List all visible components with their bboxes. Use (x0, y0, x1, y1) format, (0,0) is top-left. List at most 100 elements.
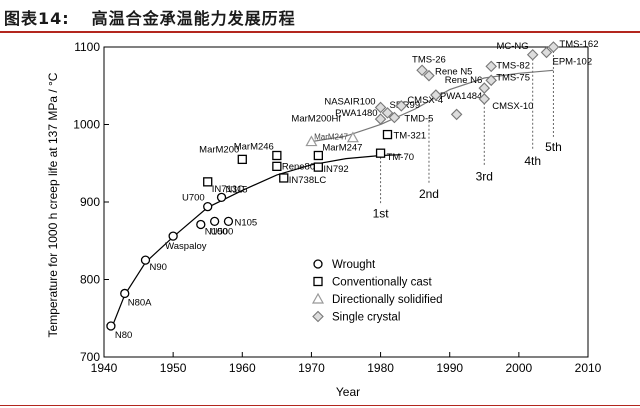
point-marker (106, 321, 116, 331)
point-marker (485, 60, 497, 73)
point-label: TM-70 (387, 152, 414, 163)
chart-legend: Wrought Conventionally cast Directionally … (311, 259, 443, 324)
legend-marker (312, 310, 324, 323)
point-label: NASAIR100 (324, 96, 375, 107)
point-marker (272, 161, 282, 172)
legend-label: Wrought (332, 259, 376, 271)
y-tick-label: 700 (80, 350, 100, 364)
point-label: N80A (128, 297, 152, 308)
point-marker (140, 255, 151, 265)
point-marker (478, 82, 491, 94)
point-marker (540, 46, 553, 59)
figure-header: 图表14: 高温合金承温能力发展历程 (4, 4, 296, 30)
point-label: U500 (211, 226, 234, 237)
point-label: IN738LC (289, 175, 327, 186)
point-marker (374, 113, 387, 125)
point-marker (526, 48, 539, 61)
point-label: MC-NG (496, 41, 528, 52)
point-marker (485, 74, 497, 87)
point-marker (203, 201, 213, 212)
point-label: MarM246 (234, 142, 274, 153)
point-marker (375, 148, 386, 158)
point-label: N105 (234, 217, 257, 228)
point-marker (381, 107, 394, 119)
x-tick-label: 1970 (298, 361, 325, 375)
point-marker (209, 216, 220, 227)
y-tick-label: 900 (80, 195, 100, 209)
point-label: IN792 (323, 164, 348, 175)
y-tick-label: 1000 (73, 118, 100, 132)
header-divider (0, 31, 640, 33)
point-label: MarM247 (314, 133, 348, 142)
point-label: TM-321 (393, 131, 426, 142)
x-tick-label: 2000 (506, 361, 533, 375)
point-marker (388, 111, 401, 124)
point-label: TMD-5 (404, 114, 433, 125)
point-marker (196, 219, 206, 230)
point-marker (450, 108, 463, 121)
point-label: TMS-162 (559, 39, 598, 50)
point-marker (478, 93, 491, 105)
x-tick-label: 1980 (367, 361, 394, 375)
point-marker (272, 150, 282, 161)
point-marker (168, 231, 178, 241)
point-label: TMS-82 (496, 60, 530, 71)
point-marker (279, 173, 289, 183)
y-axis-label: Temperature for 1000 h creep life at 137… (46, 72, 60, 337)
figure-label: 图表14: (4, 9, 70, 28)
generation-markers: 1st 2nd 3rd 4th 5th (373, 47, 562, 221)
y-tick-label: 1100 (74, 40, 100, 54)
generation-label: 2nd (419, 187, 439, 201)
legend-label: Conventionally cast (332, 277, 433, 289)
point-marker (547, 41, 560, 53)
point-marker (305, 135, 318, 147)
x-tick-label: 1940 (91, 361, 118, 375)
x-tick-label: 1990 (436, 361, 463, 375)
chart-axes: 1940 1950 1960 1970 1980 1990 2000 2010 700 800 90… (73, 40, 601, 375)
legend-marker (313, 259, 323, 269)
point-marker (395, 100, 408, 112)
legend-label: Directionally solidified (332, 294, 443, 306)
point-label: Waspaloy (165, 241, 207, 252)
point-marker (203, 177, 213, 187)
point-marker (346, 131, 359, 143)
point-marker (313, 150, 323, 161)
point-label: MarM200Hf (291, 114, 341, 125)
point-marker (120, 288, 130, 299)
point-label: N115 (226, 184, 248, 195)
point-label: PWA1480 (335, 108, 377, 119)
plot-frame (103, 46, 589, 358)
point-label: U700 (182, 193, 205, 204)
x-axis-label: Year (336, 385, 360, 399)
point-marker (430, 89, 442, 101)
trend-curves (110, 69, 554, 331)
point-label: MarM200 (199, 144, 239, 155)
point-marker (423, 69, 435, 82)
point-label: MarM247 (322, 143, 362, 154)
legend-marker (313, 276, 323, 287)
point-label: CMSX-10 (492, 101, 533, 112)
point-label: N100 (205, 226, 228, 237)
generation-label: 5th (545, 140, 562, 154)
generation-label: 1st (373, 207, 390, 221)
point-marker (313, 162, 323, 172)
footer-divider (0, 405, 640, 406)
point-marker (237, 154, 247, 165)
point-marker (216, 192, 227, 203)
point-label: Rene N5 (435, 67, 473, 78)
legend-marker (311, 292, 325, 304)
generation-label: 4th (524, 154, 541, 168)
x-tick-label: 1950 (160, 361, 187, 375)
point-marker (374, 101, 387, 114)
point-marker (223, 216, 234, 227)
point-label: Rene80 (282, 161, 315, 172)
point-label: N90 (149, 262, 166, 273)
generation-label: 3rd (476, 169, 493, 183)
figure-title: 高温合金承温能力发展历程 (91, 9, 296, 28)
point-label: IN713C (212, 184, 244, 195)
x-tick-label: 1960 (229, 361, 256, 375)
x-tick-label: 2010 (575, 361, 602, 375)
point-label: TMS-75 (496, 72, 530, 83)
trend-curve-conventional (110, 154, 402, 331)
